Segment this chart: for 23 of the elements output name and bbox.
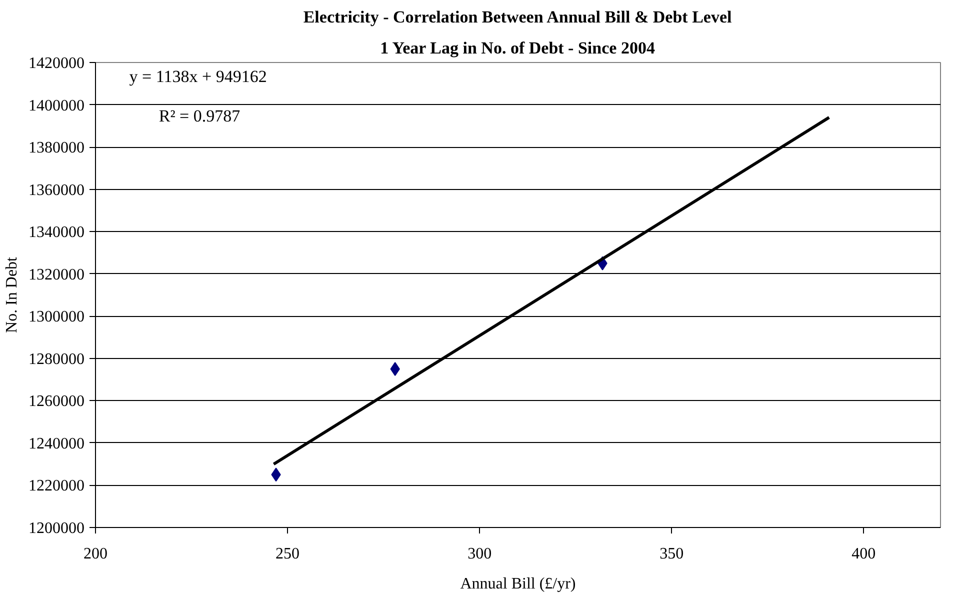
y-tick-label: 1380000 [28,140,84,157]
y-tick-label: 1220000 [28,478,84,495]
chart-title: Electricity - Correlation Between Annual Bill & Debt Level [303,8,732,26]
annotation: R² = 0.9787 [158,106,241,126]
y-tick-label: 1240000 [28,435,84,452]
y-tick-label: 1340000 [28,224,84,242]
y-tick-label: 1420000 [28,55,84,72]
x-tick-label: 300 [468,546,492,562]
x-tick-label: 350 [660,546,684,562]
y-axis-title: No. In Debt [4,256,20,333]
x-tick-label: 250 [276,546,300,562]
y-tick-label: 1360000 [28,182,84,199]
annotation: y = 1138x + 949162 [129,67,267,86]
y-tick-label: 1400000 [28,97,84,114]
y-tick-label: 1280000 [28,350,84,368]
y-tick-label: 1200000 [28,520,84,537]
y-tick-label: 1320000 [28,266,84,284]
x-axis-title: Annual Bill (£/yr) [460,576,576,592]
x-tick-label: 400 [852,546,876,562]
x-tick-label: 200 [84,546,108,562]
y-tick-label: 1300000 [28,308,84,326]
y-tick-label: 1260000 [28,393,84,410]
chart-subtitle: 1 Year Lag in No. of Debt - Since 2004 [380,38,656,58]
